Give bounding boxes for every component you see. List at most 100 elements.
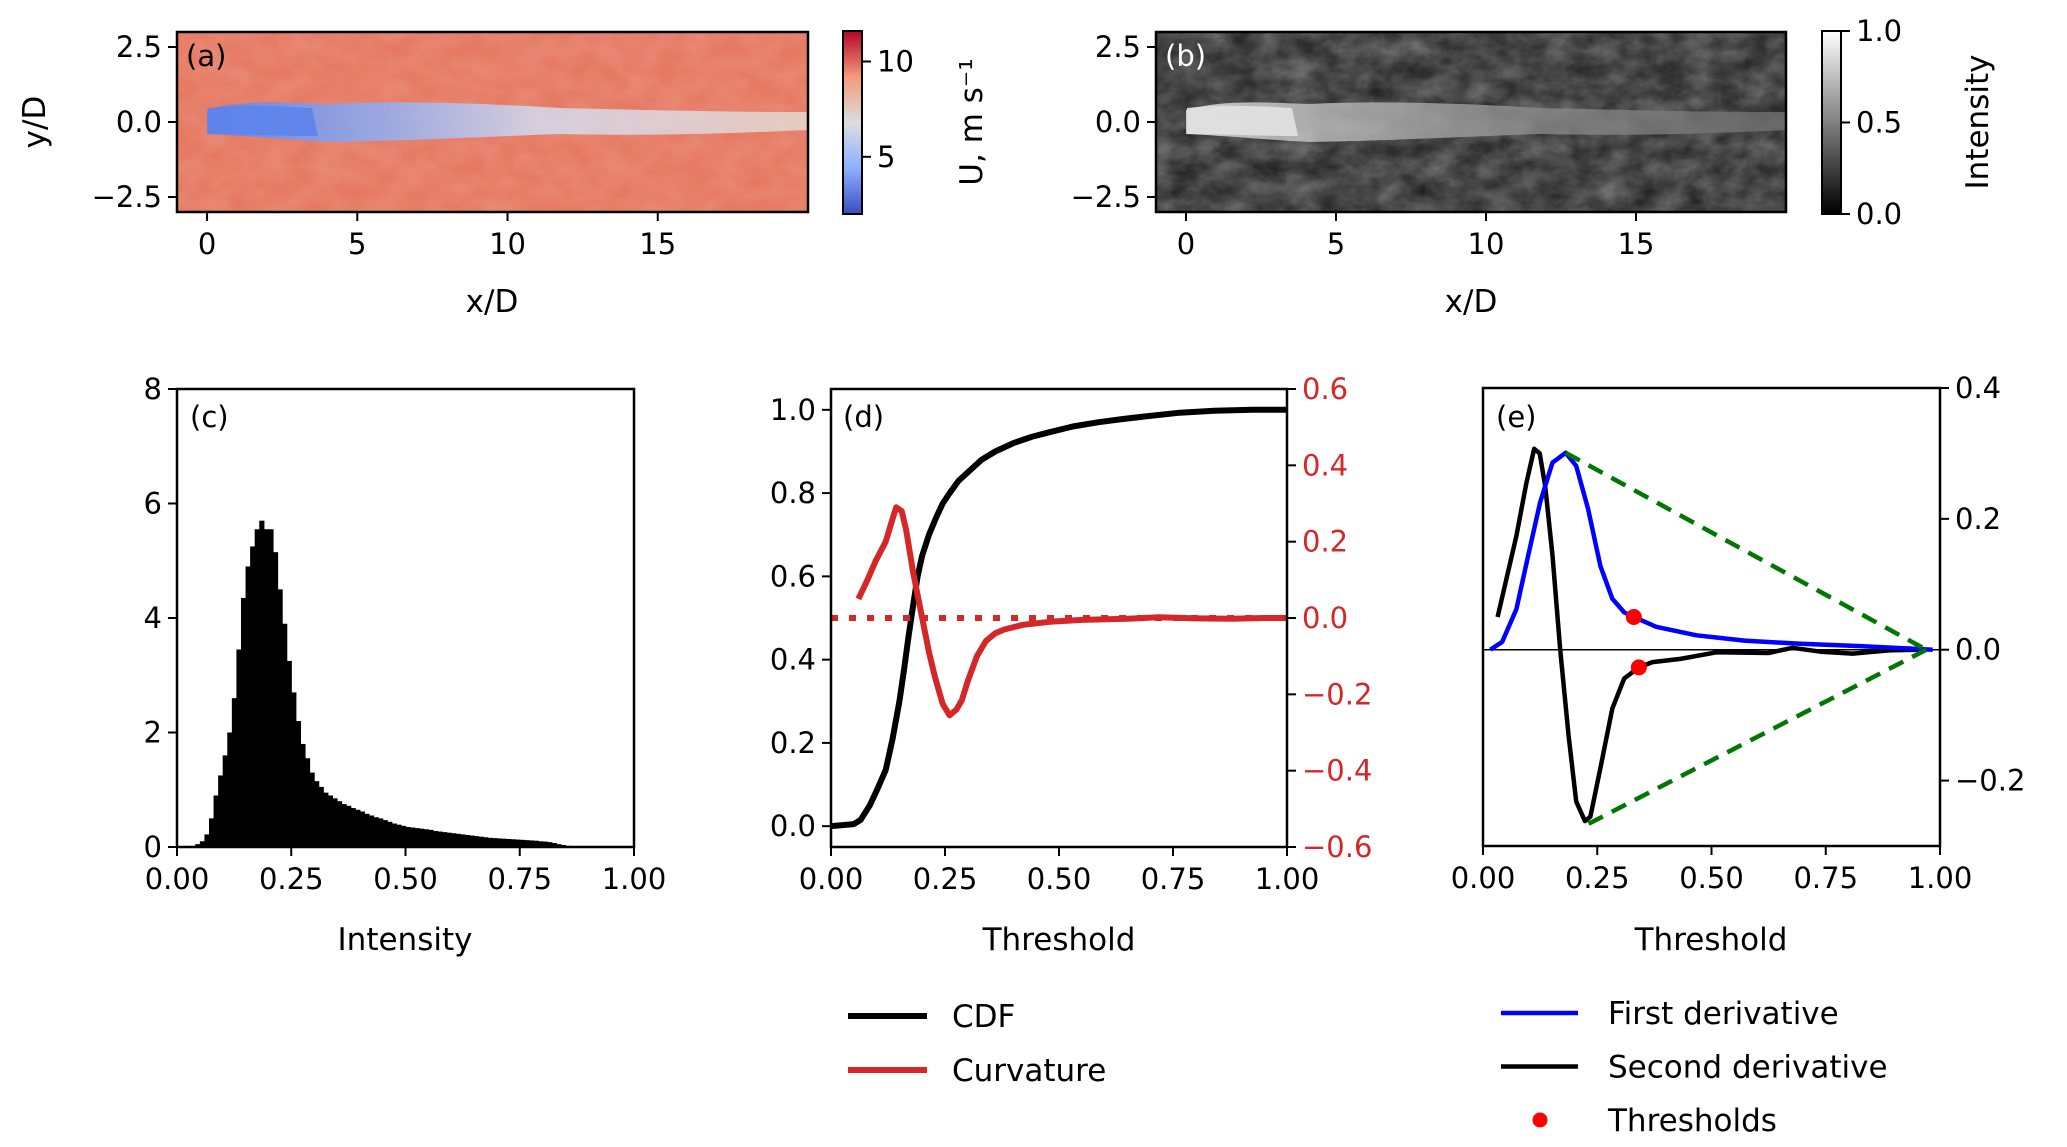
colorbar-label-a: U, m s⁻¹ bbox=[954, 58, 990, 185]
panel-d-cdf-curvature: 0.00 0.25 0.50 0.75 1.00 0.00.20.40.60.81.0 … bbox=[770, 372, 1373, 1089]
x-axis-b-tick-label: 0 bbox=[1177, 227, 1195, 261]
histogram-bar bbox=[218, 775, 224, 847]
histogram-bar bbox=[414, 828, 420, 847]
histogram-bar bbox=[208, 818, 215, 848]
left-y-axis-d-tick-label: 1.0 bbox=[770, 393, 816, 427]
right-y-axis-d-tick-label: 0.6 bbox=[1302, 372, 1348, 406]
left-y-axis-d-tick-label: 0.0 bbox=[770, 809, 816, 843]
histogram-bar bbox=[231, 698, 238, 847]
colorbar-label-b: Intensity bbox=[1960, 55, 1996, 190]
x-axis-d-tick-label: 0.50 bbox=[1027, 862, 1092, 896]
second-derivative-line bbox=[1495, 446, 1921, 824]
legend-label-first-derivative: First derivative bbox=[1608, 996, 1839, 1032]
right-y-axis-d-tick-label: 0.2 bbox=[1302, 525, 1348, 559]
x-axis-label-a: x/D bbox=[466, 284, 519, 320]
upper-triangle-dashed-line bbox=[1564, 450, 1928, 652]
histogram-bar bbox=[400, 825, 407, 847]
y-axis-c-tick-label: 0 bbox=[144, 830, 162, 864]
right-y-axis-d-tick-label: 0.0 bbox=[1302, 601, 1348, 635]
histogram-bar bbox=[263, 529, 269, 847]
legend-d: CDF Curvature bbox=[848, 999, 1106, 1089]
histogram-bar bbox=[455, 833, 461, 847]
histogram-bar bbox=[277, 589, 283, 848]
x-axis-label-d: Threshold bbox=[982, 922, 1136, 958]
panel-label-c: (c) bbox=[190, 400, 229, 434]
x-axis-d-tick-label: 0.00 bbox=[799, 862, 864, 896]
panel-label-a: (a) bbox=[186, 39, 226, 73]
y-axis-e-tick-label: −0.2 bbox=[1955, 764, 2025, 798]
histogram-bar bbox=[254, 529, 260, 847]
histogram-bar bbox=[510, 839, 516, 847]
histogram-bar bbox=[213, 795, 219, 847]
histogram-bar bbox=[364, 813, 370, 847]
histogram-bar bbox=[199, 841, 206, 847]
legend-label-curvature: Curvature bbox=[952, 1053, 1106, 1089]
right-y-axis-d-tick-label: 0.4 bbox=[1302, 448, 1348, 482]
x-axis-c-tick-label: 0.75 bbox=[487, 862, 552, 896]
curvature-line bbox=[855, 504, 1287, 719]
x-axis-d-tick-label: 0.75 bbox=[1141, 862, 1206, 896]
histogram-bar bbox=[304, 758, 311, 847]
panel-c-histogram: 0.00 0.25 0.50 0.75 1.00 0 2 4 6 8 (c) Intensity bbox=[144, 372, 667, 958]
x-axis-c-tick-label: 0.00 bbox=[145, 862, 210, 896]
histogram-bar bbox=[387, 821, 393, 847]
histogram-bar bbox=[528, 840, 535, 847]
histogram-bar bbox=[496, 838, 503, 847]
histogram-bar bbox=[355, 809, 361, 847]
histogram-bar bbox=[405, 826, 411, 847]
y-axis-c-tick-label: 6 bbox=[144, 487, 162, 521]
histogram-bar bbox=[524, 840, 530, 847]
histogram-bar bbox=[286, 660, 292, 847]
histogram-bar bbox=[483, 837, 489, 847]
histogram-bar bbox=[295, 721, 301, 847]
histogram-bar bbox=[437, 831, 443, 847]
histogram-bar bbox=[240, 597, 247, 847]
histogram-bar bbox=[346, 805, 352, 847]
x-axis-a-tick-label: 0 bbox=[198, 227, 216, 261]
y-axis-c-tick-label: 8 bbox=[144, 372, 162, 406]
histogram-bar bbox=[442, 832, 448, 847]
panel-b-intensity-image: 0 5 10 15 2.5 0.0 −2.5 (b) x/D 0.0 0.5 1.0 Inte… bbox=[1071, 14, 1996, 320]
right-y-axis-d-tick-label: −0.6 bbox=[1302, 830, 1372, 864]
colorbar-b bbox=[1821, 30, 1842, 215]
x-axis-c-tick-label: 1.00 bbox=[602, 862, 667, 896]
histogram-bar bbox=[391, 823, 397, 847]
histogram-bar bbox=[474, 836, 480, 847]
wake-region bbox=[207, 102, 808, 142]
y-axis-e-tick-label: 0.2 bbox=[1955, 502, 2001, 536]
threshold-point bbox=[1625, 609, 1642, 625]
histogram-bar bbox=[327, 795, 333, 847]
left-y-axis-d-tick-label: 0.8 bbox=[770, 476, 816, 510]
histogram-bar bbox=[487, 837, 493, 847]
y-axis-b-tick-label: 2.5 bbox=[1095, 30, 1141, 64]
histogram-bar bbox=[419, 828, 425, 847]
x-axis-e-tick-label: 0.50 bbox=[1679, 861, 1744, 895]
x-axis-e-tick-label: 0.25 bbox=[1565, 861, 1630, 895]
threshold-point bbox=[1630, 659, 1647, 676]
histogram-bar bbox=[259, 520, 265, 847]
colorbar-a-tick-label: 10 bbox=[877, 45, 914, 79]
x-axis-c-tick-label: 0.25 bbox=[259, 862, 324, 896]
histogram-bar bbox=[446, 832, 452, 847]
x-axis-d-tick-label: 0.25 bbox=[913, 862, 978, 896]
x-axis-e-tick-label: 0.75 bbox=[1793, 861, 1858, 895]
histogram-bar bbox=[332, 798, 338, 847]
histogram-bar bbox=[195, 844, 201, 847]
y-axis-e-tick-label: 0.0 bbox=[1955, 633, 2001, 667]
histogram-bar bbox=[373, 817, 379, 847]
histogram-bar bbox=[323, 792, 329, 847]
histogram-bar bbox=[300, 743, 306, 847]
x-axis-e-tick-label: 0.00 bbox=[1451, 861, 1516, 895]
y-axis-c-tick-label: 4 bbox=[144, 601, 162, 635]
histogram-bar bbox=[309, 772, 315, 847]
histogram-bar bbox=[250, 546, 256, 847]
colorbar-b-tick-label: 1.0 bbox=[1856, 14, 1902, 48]
histogram-bar bbox=[469, 835, 475, 847]
histogram-bar bbox=[506, 838, 512, 847]
first-derivative-line bbox=[1489, 450, 1933, 652]
legend-e: First derivative Second derivative Thresho… bbox=[1501, 996, 1888, 1139]
histogram-bar bbox=[341, 804, 347, 847]
x-axis-a-tick-label: 15 bbox=[639, 227, 676, 261]
histogram-bar bbox=[432, 830, 439, 847]
